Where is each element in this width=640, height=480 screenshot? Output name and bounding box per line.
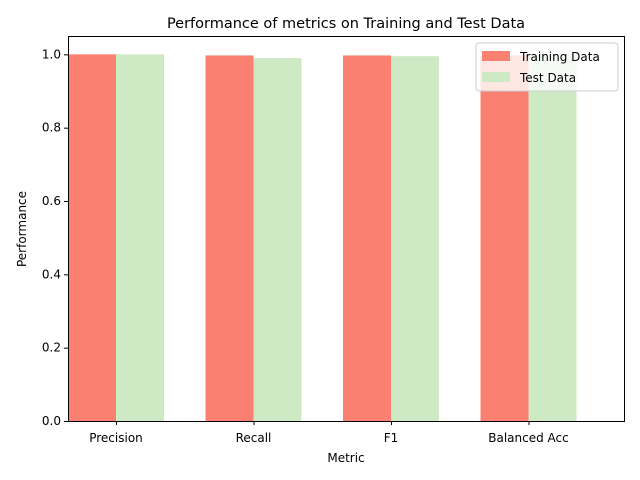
x-tick-label: Precision — [89, 431, 143, 445]
legend: Training Data Test Data — [475, 42, 619, 92]
bar-test-data-precision — [116, 54, 164, 421]
x-tick-label: F1 — [384, 431, 399, 445]
y-axis-label: Performance — [15, 191, 29, 267]
legend-label-training: Training Data — [519, 50, 600, 64]
x-tick-label: Recall — [236, 431, 272, 445]
legend-box — [475, 42, 619, 92]
legend-swatch-training — [482, 51, 510, 61]
chart-title: Performance of metrics on Training and T… — [167, 16, 525, 32]
y-tick-label: 0.4 — [42, 267, 61, 281]
plot-frame — [68, 36, 625, 422]
x-axis-ticks: Precision Recall F1 Balanced Acc — [89, 421, 569, 445]
y-axis-ticks: 0.0 0.2 0.4 0.6 0.8 1.0 — [42, 47, 68, 428]
y-tick-label: 0.6 — [42, 194, 61, 208]
y-tick-label: 1.0 — [42, 47, 61, 61]
legend-label-test: Test Data — [519, 71, 576, 85]
bar-test-data-f1 — [391, 56, 439, 422]
bar-training-data-f1 — [343, 55, 391, 421]
legend-swatch-test — [482, 72, 510, 82]
bar-test-data-recall — [253, 58, 302, 421]
y-tick-label: 0.0 — [42, 414, 61, 428]
x-axis-label: Metric — [327, 451, 364, 465]
bars-group — [68, 54, 577, 422]
bar-test-data-balanced-acc — [528, 54, 577, 421]
bar-training-data-recall — [205, 55, 254, 421]
bar-training-data-balanced-acc — [480, 55, 529, 421]
y-tick-label: 0.2 — [42, 341, 61, 355]
y-tick-label: 0.8 — [42, 121, 61, 135]
x-tick-label: Balanced Acc — [488, 431, 568, 445]
bar-training-data-precision — [68, 54, 116, 421]
